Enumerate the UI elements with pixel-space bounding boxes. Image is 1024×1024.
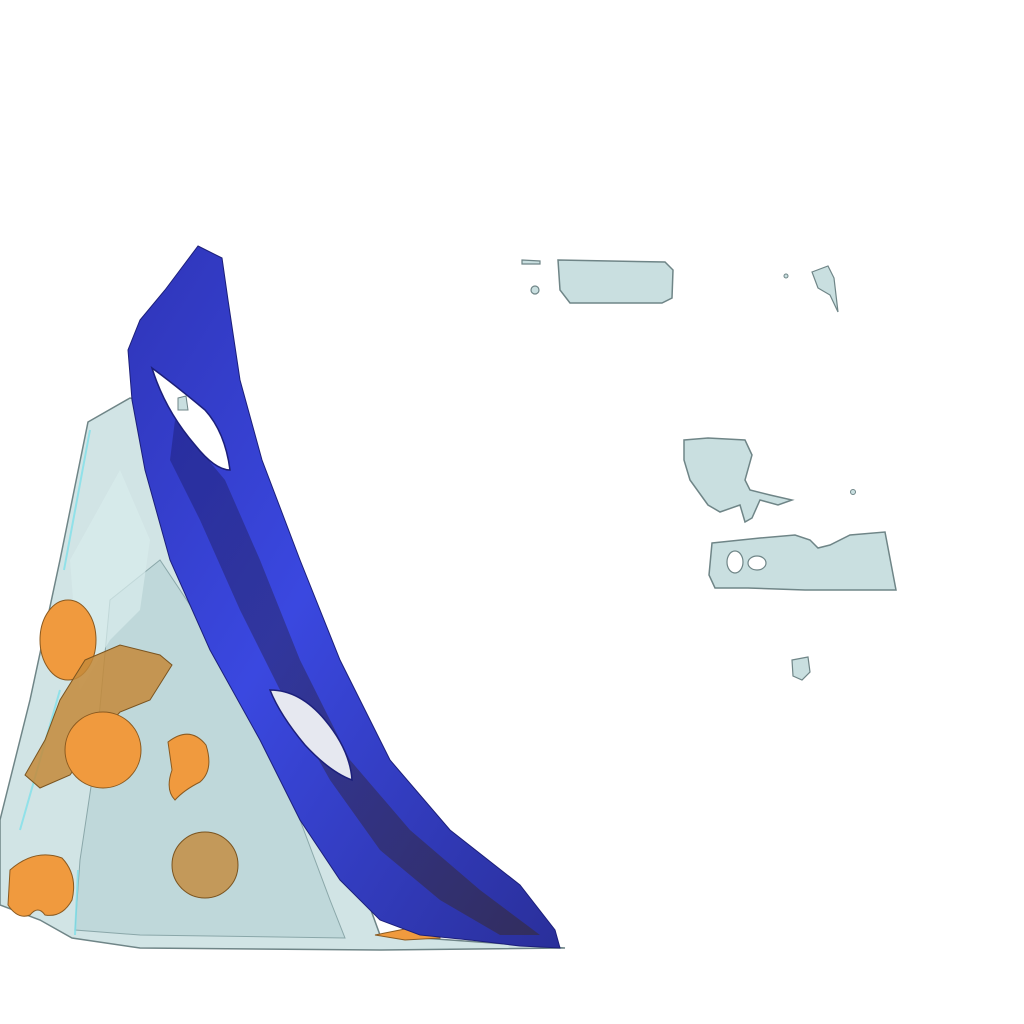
fragment — [557, 259, 674, 304]
fragment — [683, 437, 795, 524]
blue-sheet-hole-bottom — [268, 689, 353, 782]
blue-sheet-hole-top — [150, 366, 231, 471]
fragment-hole — [726, 550, 744, 574]
blue-sheet — [127, 245, 561, 949]
fragment — [850, 489, 856, 495]
fragment — [708, 531, 897, 591]
fragment-hole — [747, 555, 767, 571]
blue-sheet-main — [127, 245, 561, 949]
fragment — [530, 285, 540, 295]
fragment — [177, 395, 189, 411]
orange-blob — [7, 854, 75, 917]
orange-blob — [64, 711, 142, 789]
fragment — [521, 259, 541, 265]
floating-fragments — [177, 259, 897, 681]
blue-sheet-dark-band — [170, 420, 540, 935]
orange-blob — [171, 831, 239, 899]
fragment — [811, 265, 839, 313]
fragment — [783, 273, 789, 279]
fragment — [791, 656, 811, 681]
orange-blob — [167, 733, 210, 801]
orange-blob — [39, 599, 97, 681]
